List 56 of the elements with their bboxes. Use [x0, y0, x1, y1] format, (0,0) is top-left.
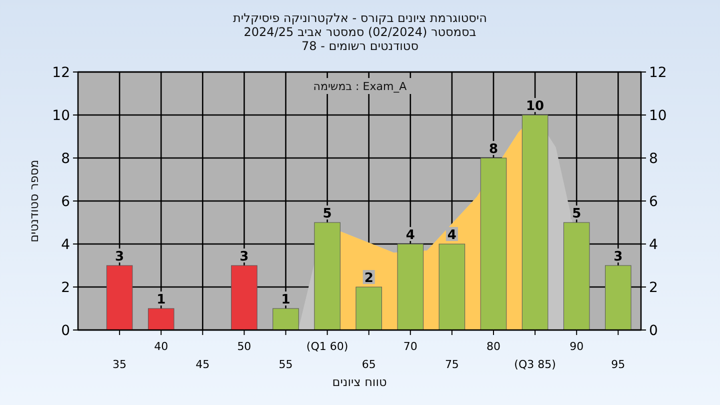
y2-tick-label: 0 — [649, 323, 658, 339]
bar — [314, 222, 340, 330]
y-tick-label: 4 — [61, 237, 70, 253]
data-label: 8 — [488, 142, 498, 157]
bar — [563, 222, 590, 330]
x-axis-title: טווח ציונים — [332, 375, 387, 389]
y2-tick-label: 2 — [649, 280, 658, 296]
y2-tick-label: 4 — [649, 237, 658, 253]
data-label: 5 — [322, 206, 332, 222]
chart-subtitle: בסמסטר (02/2024) סמסטר אביב 2024/25 סטודנטים רשומים - 78 — [244, 25, 476, 53]
x-tick-label: 40 — [154, 340, 168, 353]
y-tick-label: 12 — [52, 65, 70, 81]
bar — [522, 114, 548, 330]
bar — [106, 265, 133, 330]
data-label: 1 — [281, 292, 290, 308]
data-label: 1 — [156, 292, 166, 308]
bar — [272, 308, 299, 330]
x-tick-label: 55 — [278, 358, 293, 371]
data-label: 4 — [406, 228, 415, 243]
data-label: 10 — [526, 99, 544, 114]
x-tick-label: 95 — [611, 358, 626, 371]
bar — [397, 244, 424, 330]
y-tick-label: 8 — [61, 151, 70, 167]
bar — [605, 265, 632, 330]
y-tick-label: 6 — [61, 194, 70, 210]
x-tick-label: 45 — [196, 358, 210, 371]
y2-tick-label: 12 — [649, 65, 667, 81]
x-tick-label: 65 — [362, 358, 376, 371]
x-tick-label: 70 — [403, 340, 418, 353]
y-tick-label: 2 — [61, 280, 70, 296]
bar — [231, 265, 258, 330]
data-label: 2 — [364, 271, 374, 286]
x-tick-label: (Q3 85) — [514, 358, 556, 371]
x-tick-label: 90 — [570, 340, 584, 353]
x-tick-label: (Q1 60) — [306, 340, 348, 353]
y-tick-label: 10 — [52, 108, 70, 124]
x-tick-label: 50 — [237, 340, 252, 353]
x-tick-label: 80 — [486, 340, 500, 353]
x-tick-label: 35 — [112, 358, 127, 371]
y2-tick-label: 10 — [649, 108, 667, 124]
x-tick-label: 75 — [444, 358, 459, 371]
bar — [148, 308, 174, 330]
y-tick-label: 0 — [61, 323, 70, 339]
data-label: 3 — [614, 250, 623, 264]
chart-title: היסטוגרמת ציונים בקורס - אלקטרוניקה פיסיקלית — [233, 11, 487, 25]
bar — [438, 244, 466, 330]
bar — [480, 158, 507, 330]
y2-tick-label: 6 — [649, 194, 658, 210]
data-label: 5 — [572, 206, 582, 222]
annotation: במשימה : Exam_A — [313, 80, 408, 93]
data-label: 3 — [240, 250, 249, 264]
bar — [356, 286, 382, 330]
data-label: 3 — [115, 250, 124, 264]
data-label: 4 — [447, 228, 456, 243]
y2-tick-label: 8 — [649, 151, 658, 167]
y-axis-title: מספר סטודנטים — [27, 160, 41, 242]
